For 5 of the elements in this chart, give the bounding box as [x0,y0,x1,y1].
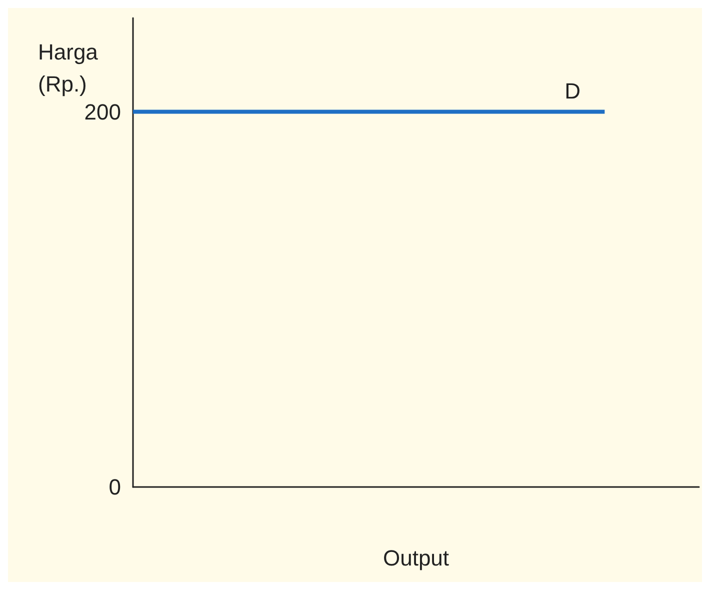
annotation: D [564,78,581,104]
y-tick-label: 200 [84,99,121,124]
y-axis-title: Harga (Rp.) [38,40,104,96]
x-axis-title: Output [382,546,450,570]
y-tick-label: 0 [108,474,121,500]
